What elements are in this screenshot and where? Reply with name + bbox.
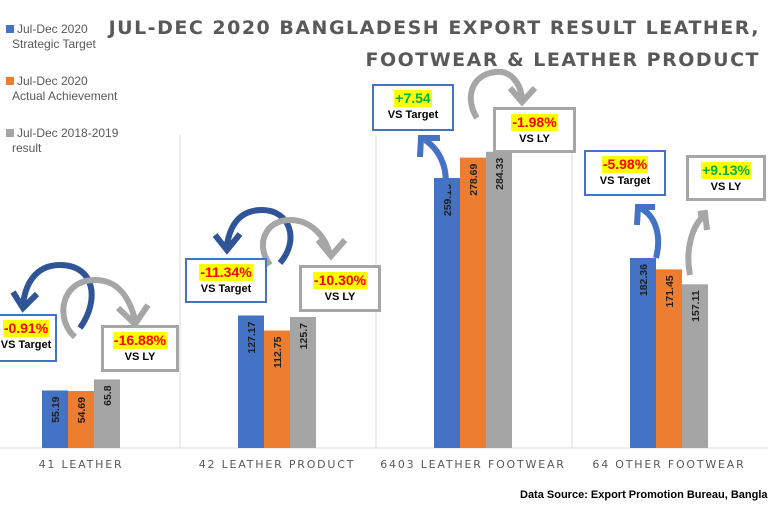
arrowhead-icon xyxy=(212,232,243,255)
arrowhead-icon xyxy=(697,209,710,231)
bar-value-label: 54.69 xyxy=(76,397,88,423)
comparison-label: VS Target xyxy=(200,283,252,295)
vs-target-callout: -0.91% VS Target xyxy=(0,314,57,362)
change-percent: +9.13% xyxy=(701,162,751,179)
bar-value-label: 112.75 xyxy=(272,336,284,368)
bar-2-0 xyxy=(94,379,120,448)
arrowhead-icon xyxy=(507,85,538,107)
bar-value-label: 157.11 xyxy=(690,290,702,322)
vs-target-arrow-icon xyxy=(423,137,449,196)
vs-target-callout: -5.98% VS Target xyxy=(584,150,666,196)
arrowhead-icon xyxy=(115,303,151,329)
bar-value-label: 55.19 xyxy=(50,396,62,422)
bar-0-0 xyxy=(42,390,68,448)
legend-swatch-target xyxy=(6,25,14,33)
change-percent: -11.34% xyxy=(199,264,253,281)
vs-target-arrow-icon xyxy=(638,205,662,259)
category-label: 41 LEATHER xyxy=(39,458,124,471)
change-percent: -0.91% xyxy=(2,320,50,337)
category-label: 6403 LEATHER FOOTWEAR xyxy=(380,458,565,471)
change-percent: -16.88% xyxy=(112,332,168,349)
vs-target-arrow-icon xyxy=(224,206,294,265)
bar-0-3 xyxy=(630,258,656,448)
bar-2-3 xyxy=(682,284,708,448)
bar-1-3 xyxy=(656,269,682,448)
vs-ly-arrow-icon xyxy=(60,276,138,340)
change-percent: -10.30% xyxy=(312,272,368,289)
comparison-label: VS Target xyxy=(0,339,52,351)
vs-target-callout: -11.34% VS Target xyxy=(185,258,267,303)
vs-ly-callout: +9.13% VS LY xyxy=(686,155,766,201)
change-percent: +7.54 xyxy=(394,90,432,107)
bar-2-1 xyxy=(290,317,316,448)
vs-ly-arrow-icon xyxy=(467,68,525,120)
vs-ly-callout: -16.88% VS LY xyxy=(101,325,179,372)
vs-ly-arrow-icon xyxy=(685,212,708,276)
bar-value-label: 182.36 xyxy=(638,264,650,296)
bar-value-label: 284.33 xyxy=(494,158,506,190)
bar-value-label: 125.7 xyxy=(298,323,310,349)
arrowhead-icon xyxy=(315,238,348,261)
vs-target-callout: +7.54 VS Target xyxy=(372,84,454,131)
bar-1-0 xyxy=(68,391,94,448)
bar-1-1 xyxy=(264,330,290,448)
vs-target-arrow-icon xyxy=(20,261,95,330)
category-label: 64 OTHER FOOTWEAR xyxy=(592,458,745,471)
bar-value-label: 278.69 xyxy=(468,163,480,195)
change-percent: -1.98% xyxy=(511,114,558,131)
change-percent: -5.98% xyxy=(601,156,649,173)
comparison-label: VS LY xyxy=(324,291,356,303)
comparison-label: VS LY xyxy=(519,133,550,145)
chart-title-line-2: FOOTWEAR & LEATHER PRODUCT xyxy=(365,49,760,71)
comparison-label: VS Target xyxy=(599,175,651,187)
chart-title-line-1: JUL-DEC 2020 BANGLADESH EXPORT RESULT LE… xyxy=(108,17,760,39)
bar-value-label: 171.45 xyxy=(664,275,676,307)
legend-item-last-year: Jul-Dec 2018-2019 result xyxy=(6,126,118,156)
comparison-label: VS LY xyxy=(710,181,742,193)
legend-swatch-last-year xyxy=(6,129,14,137)
comparison-label: VS LY xyxy=(124,351,156,363)
arrowhead-icon xyxy=(634,204,655,226)
comparison-label: VS Target xyxy=(387,109,439,121)
vs-ly-callout: -1.98% VS LY xyxy=(493,107,576,153)
bar-0-2 xyxy=(434,178,460,448)
vs-ly-callout: -10.30% VS LY xyxy=(299,265,381,312)
legend-item-target: Jul-Dec 2020 Strategic Target xyxy=(6,22,96,52)
legend-swatch-actual xyxy=(6,77,14,85)
legend-item-actual: Jul-Dec 2020 Actual Achievement xyxy=(6,74,117,104)
arrowhead-icon xyxy=(417,135,440,158)
bar-2-2 xyxy=(486,151,512,448)
bar-1-2 xyxy=(460,157,486,448)
arrowhead-icon xyxy=(10,290,40,313)
data-source-note: Data Source: Export Promotion Bureau, Ba… xyxy=(520,489,768,501)
category-label: 42 LEATHER PRODUCT xyxy=(199,458,356,471)
bar-0-1 xyxy=(238,315,264,448)
vs-ly-arrow-icon xyxy=(259,216,333,267)
bar-value-label: 127.17 xyxy=(246,321,258,353)
bar-value-label: 65.8 xyxy=(102,385,114,406)
